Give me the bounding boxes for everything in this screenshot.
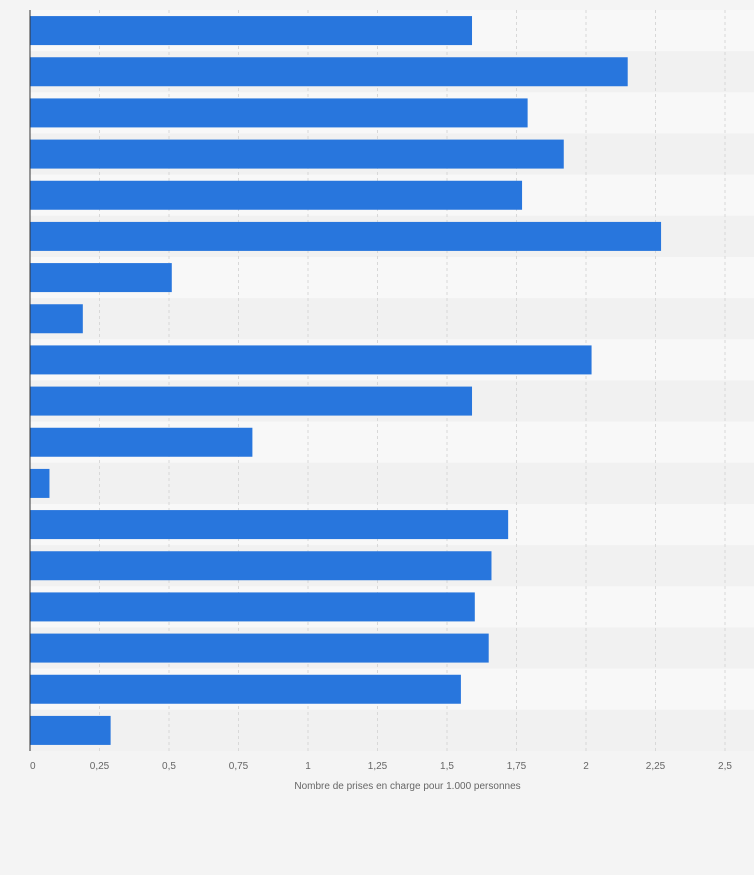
bar [30, 16, 473, 46]
bar [30, 633, 489, 663]
bar [30, 427, 253, 457]
bar [30, 715, 111, 745]
bar [30, 386, 473, 416]
bar [30, 510, 509, 540]
bar [30, 180, 523, 210]
x-tick-label: 1,25 [368, 761, 388, 772]
bar [30, 674, 461, 704]
x-tick-label: 2,25 [646, 761, 666, 772]
x-tick-label: 2 [583, 761, 589, 772]
bar [30, 345, 592, 375]
x-tick-label: 0,5 [162, 761, 176, 772]
bar [30, 592, 475, 622]
x-tick-label: 0,25 [90, 761, 110, 772]
x-tick-label: 2,5 [718, 761, 732, 772]
x-tick-labels: 0 0,25 0,5 0,75 1 1,25 1,5 1,75 2 2,25 2,5 [30, 761, 732, 772]
bar [30, 468, 50, 498]
x-tick-label: 0,75 [229, 761, 249, 772]
x-tick-label: 1 [305, 761, 311, 772]
x-tick-label: 0 [30, 761, 36, 772]
x-tick-label: 1,75 [507, 761, 527, 772]
bars [30, 16, 662, 745]
bar [30, 221, 662, 251]
bar [30, 139, 564, 169]
row-band [30, 462, 754, 504]
bar [30, 551, 492, 581]
row-band [30, 709, 754, 751]
bar [30, 263, 172, 293]
x-tick-label: 1,5 [440, 761, 454, 772]
row-band [30, 298, 754, 340]
bar [30, 57, 628, 87]
x-axis-label: Nombre de prises en charge pour 1.000 pe… [294, 781, 520, 792]
bar [30, 304, 83, 334]
bar [30, 98, 528, 128]
